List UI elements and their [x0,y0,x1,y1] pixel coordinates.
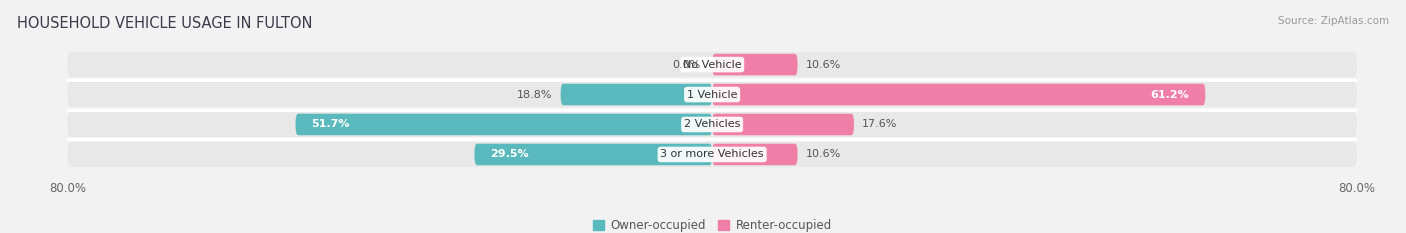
FancyBboxPatch shape [711,54,797,75]
FancyBboxPatch shape [67,52,1357,77]
FancyBboxPatch shape [561,84,711,105]
FancyBboxPatch shape [474,144,711,165]
FancyBboxPatch shape [711,84,1205,105]
FancyBboxPatch shape [711,144,797,165]
Legend: Owner-occupied, Renter-occupied: Owner-occupied, Renter-occupied [593,219,831,232]
Text: HOUSEHOLD VEHICLE USAGE IN FULTON: HOUSEHOLD VEHICLE USAGE IN FULTON [17,16,312,31]
FancyBboxPatch shape [67,112,1357,137]
Text: 1 Vehicle: 1 Vehicle [688,89,737,99]
Text: 61.2%: 61.2% [1150,89,1189,99]
Text: 2 Vehicles: 2 Vehicles [683,120,741,130]
Text: 51.7%: 51.7% [312,120,350,130]
Text: 10.6%: 10.6% [806,60,841,70]
Text: No Vehicle: No Vehicle [683,60,741,70]
FancyBboxPatch shape [295,114,711,135]
FancyBboxPatch shape [67,142,1357,167]
FancyBboxPatch shape [67,82,1357,107]
Text: Source: ZipAtlas.com: Source: ZipAtlas.com [1278,16,1389,26]
FancyBboxPatch shape [711,114,853,135]
Text: 29.5%: 29.5% [491,149,529,159]
Text: 3 or more Vehicles: 3 or more Vehicles [661,149,763,159]
Text: 0.0%: 0.0% [672,60,700,70]
Text: 18.8%: 18.8% [517,89,553,99]
Text: 17.6%: 17.6% [862,120,897,130]
Text: 10.6%: 10.6% [806,149,841,159]
